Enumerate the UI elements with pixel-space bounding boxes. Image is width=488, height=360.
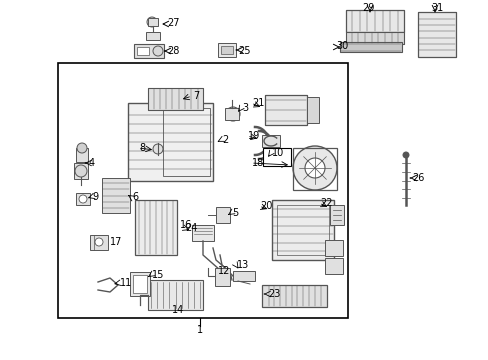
Bar — [148, 280, 203, 310]
Bar — [218, 43, 236, 57]
Text: 23: 23 — [267, 289, 280, 299]
Text: 8: 8 — [139, 143, 145, 153]
Bar — [346, 32, 403, 44]
Bar — [215, 268, 229, 286]
Text: 13: 13 — [237, 260, 249, 270]
Circle shape — [147, 17, 157, 27]
Bar — [146, 32, 160, 40]
Text: 15: 15 — [152, 270, 164, 280]
Text: 16: 16 — [180, 220, 192, 230]
Circle shape — [77, 143, 87, 153]
Bar — [216, 207, 229, 223]
Bar — [58, 63, 347, 318]
Text: 10: 10 — [271, 148, 284, 158]
Text: 3: 3 — [242, 103, 247, 113]
Text: 20: 20 — [260, 201, 272, 211]
Bar — [74, 163, 88, 179]
Bar — [148, 88, 203, 110]
Text: 4: 4 — [89, 158, 95, 168]
Text: 21: 21 — [251, 98, 264, 108]
Bar — [148, 18, 158, 26]
Text: 14: 14 — [172, 305, 184, 315]
Text: 31: 31 — [430, 3, 442, 13]
Bar — [292, 148, 336, 190]
Bar — [306, 97, 318, 123]
Bar — [163, 108, 209, 176]
Bar — [325, 240, 342, 256]
Circle shape — [225, 107, 240, 121]
Bar — [135, 200, 177, 255]
Text: 12: 12 — [218, 266, 230, 276]
Text: 6: 6 — [132, 192, 138, 202]
Text: 24: 24 — [184, 223, 197, 233]
Text: 2: 2 — [222, 135, 228, 145]
Bar — [262, 285, 326, 307]
Bar — [102, 178, 130, 213]
Bar — [346, 10, 403, 32]
Text: 11: 11 — [120, 278, 132, 288]
Text: 25: 25 — [238, 46, 250, 56]
Text: 27: 27 — [167, 18, 179, 28]
Text: 9: 9 — [92, 192, 98, 202]
Circle shape — [305, 158, 325, 178]
Bar — [264, 95, 306, 125]
Bar — [76, 148, 88, 162]
Bar — [276, 205, 328, 255]
Bar — [76, 193, 90, 205]
Circle shape — [153, 46, 163, 56]
Bar — [232, 271, 254, 281]
Bar — [329, 205, 343, 225]
Bar — [262, 135, 280, 147]
Circle shape — [95, 238, 103, 246]
Bar — [325, 258, 342, 274]
Text: 30: 30 — [335, 41, 347, 51]
Text: 28: 28 — [167, 46, 179, 56]
Text: 29: 29 — [361, 3, 373, 13]
Text: 19: 19 — [247, 131, 260, 141]
Bar — [137, 47, 149, 55]
Text: 22: 22 — [319, 198, 332, 208]
Bar — [192, 225, 214, 241]
Bar — [130, 272, 150, 296]
Bar — [221, 46, 232, 54]
Circle shape — [79, 195, 87, 203]
Text: 18: 18 — [251, 158, 264, 168]
Circle shape — [153, 144, 163, 154]
Bar — [224, 108, 239, 120]
Circle shape — [75, 165, 87, 177]
Bar — [134, 44, 163, 58]
Text: 1: 1 — [197, 325, 203, 335]
Text: 26: 26 — [411, 173, 424, 183]
Bar — [417, 12, 455, 57]
Bar — [90, 235, 108, 250]
Bar — [133, 275, 147, 293]
Text: 17: 17 — [110, 237, 122, 247]
Text: 7: 7 — [193, 91, 199, 101]
Circle shape — [292, 146, 336, 190]
Text: 5: 5 — [231, 208, 238, 218]
Bar — [271, 200, 333, 260]
Bar — [339, 42, 401, 52]
Bar — [128, 103, 213, 181]
Bar — [263, 148, 290, 166]
Circle shape — [402, 152, 408, 158]
